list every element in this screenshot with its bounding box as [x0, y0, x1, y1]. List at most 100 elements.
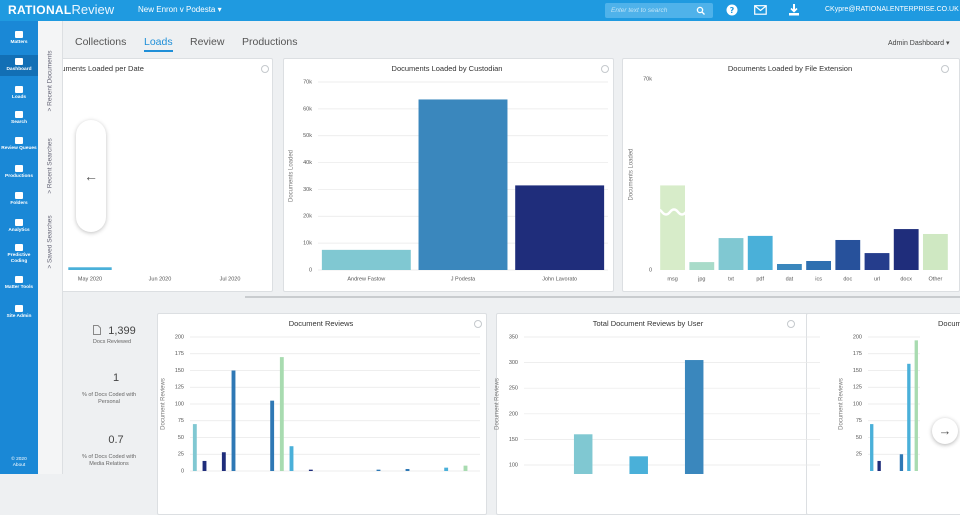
settings-icon[interactable]	[474, 320, 482, 328]
y-tick-label: 200	[853, 334, 862, 340]
y-tick-label: 200	[175, 334, 184, 340]
side-panels: > Recent Documents > Recent Searches > S…	[38, 21, 63, 474]
saved-searches[interactable]: > Saved Searches	[46, 215, 54, 269]
x-tick-label: jpg	[697, 276, 705, 282]
bar	[806, 260, 832, 270]
settings-icon[interactable]	[261, 65, 269, 73]
recent-documents[interactable]: > Recent Documents	[46, 50, 54, 112]
nav-label: Predictive Coding	[7, 253, 31, 264]
nav-item[interactable]: Productions	[0, 162, 38, 183]
dashboard-menu[interactable]: Admin Dashboard ▾	[888, 40, 950, 47]
nav-item[interactable]: Analytics	[0, 216, 38, 237]
next-button[interactable]: →	[932, 418, 958, 444]
tab[interactable]: Collections	[75, 36, 127, 48]
stat-value: 1	[112, 372, 120, 384]
x-tick-label: pdf	[756, 276, 764, 282]
y-tick-label: 60k	[303, 106, 312, 112]
tab[interactable]: Productions	[242, 36, 298, 48]
nav-label: Analytics	[8, 228, 30, 233]
y-tick-label: 0	[649, 267, 652, 273]
nav-item[interactable]: Predictive Coding	[0, 241, 38, 267]
nav-icon	[15, 244, 23, 251]
y-tick-label: 0	[309, 267, 312, 273]
bar	[899, 454, 904, 471]
stat-label: % of Docs Coded with Personal	[81, 392, 137, 405]
download-icon[interactable]	[788, 4, 800, 16]
bar	[192, 424, 197, 471]
y-tick-label: 50	[856, 435, 862, 441]
bar	[376, 469, 381, 471]
nav-icon	[15, 58, 23, 65]
x-tick-label: Jul 2020	[220, 276, 241, 282]
y-tick-label: 100	[509, 462, 518, 468]
settings-icon[interactable]	[941, 65, 949, 73]
y-tick-label: 200	[509, 411, 518, 417]
bar	[684, 360, 704, 474]
nav-icon	[15, 219, 23, 226]
tab-active[interactable]: Loads	[144, 36, 173, 52]
bar	[907, 363, 911, 471]
y-tick-label: 0	[181, 468, 184, 474]
y-tick-label: 20k	[303, 214, 312, 220]
nav-item[interactable]: Matters	[0, 28, 38, 49]
charts: Documents Loaded per Date May 2020 Jun 202…	[48, 64, 960, 474]
doc-icon	[93, 325, 101, 335]
nav-item[interactable]: Site Admin	[0, 302, 38, 323]
settings-icon[interactable]	[787, 320, 795, 328]
user-account[interactable]: CKypre@RATIONALENTERPRISE.CO.UK	[825, 6, 959, 13]
search-icon[interactable]	[696, 6, 705, 15]
bar	[321, 249, 411, 270]
bar	[515, 185, 605, 270]
dashboard-label: Admin Dashboard	[888, 40, 945, 47]
nav-icon	[15, 86, 23, 93]
about-link[interactable]: About	[12, 462, 26, 468]
recent-searches[interactable]: > Recent Searches	[46, 138, 54, 194]
scrollbar[interactable]	[245, 296, 960, 298]
stat-value: 1,399	[108, 325, 136, 337]
y-tick-label: 75	[178, 418, 184, 424]
nav-item[interactable]: Folders	[0, 189, 38, 210]
mail-icon[interactable]	[754, 5, 767, 15]
previous-button[interactable]: ←	[76, 120, 106, 232]
bar	[279, 357, 284, 471]
y-tick-label: 25	[856, 452, 862, 458]
nav-item[interactable]: Matter Tools	[0, 273, 38, 294]
y-tick-label: 150	[175, 368, 184, 374]
y-tick-label: 175	[853, 351, 862, 357]
nav-item[interactable]: Review Queues	[0, 134, 38, 155]
bar	[418, 99, 508, 270]
x-tick-label: dat	[786, 276, 794, 282]
help-icon[interactable]: ?	[726, 4, 738, 16]
y-tick-label: 125	[853, 385, 862, 391]
x-tick-label: msg	[667, 276, 677, 282]
y-tick-label: 70k	[643, 76, 652, 82]
bar	[835, 239, 861, 270]
matter-selector[interactable]: New Enron v Podesta ▾	[138, 5, 222, 14]
bar	[893, 229, 919, 270]
nav-icon	[15, 137, 23, 144]
bar	[747, 235, 773, 270]
y-tick-label: 25	[178, 452, 184, 458]
y-axis-title: Documents Loaded	[289, 150, 295, 202]
y-axis-title: Document Reviews	[839, 378, 845, 430]
logo[interactable]: RATIONALReview	[8, 2, 114, 17]
top-bar: RATIONALReview New Enron v Podesta ▾ Ent…	[0, 0, 960, 21]
search-input[interactable]: Enter text to search	[605, 3, 713, 18]
bar	[870, 424, 874, 471]
y-tick-label: 125	[175, 385, 184, 391]
chart-title: Document Reviews	[938, 319, 960, 328]
nav-item[interactable]: Loads	[0, 83, 38, 104]
bar	[463, 465, 468, 471]
tab[interactable]: Review	[190, 36, 225, 48]
x-tick-label: doc	[843, 276, 852, 282]
chart-title: Document Reviews	[289, 319, 354, 328]
nav-item[interactable]: Dashboard	[0, 55, 38, 76]
bar	[68, 267, 112, 270]
nav-label: Matters	[10, 40, 28, 45]
nav-item[interactable]: Search	[0, 108, 38, 129]
settings-icon[interactable]	[601, 65, 609, 73]
nav-label: Review Queues	[1, 146, 37, 151]
panel-label: Recent Searches	[46, 138, 54, 189]
nav-icon	[15, 305, 23, 312]
